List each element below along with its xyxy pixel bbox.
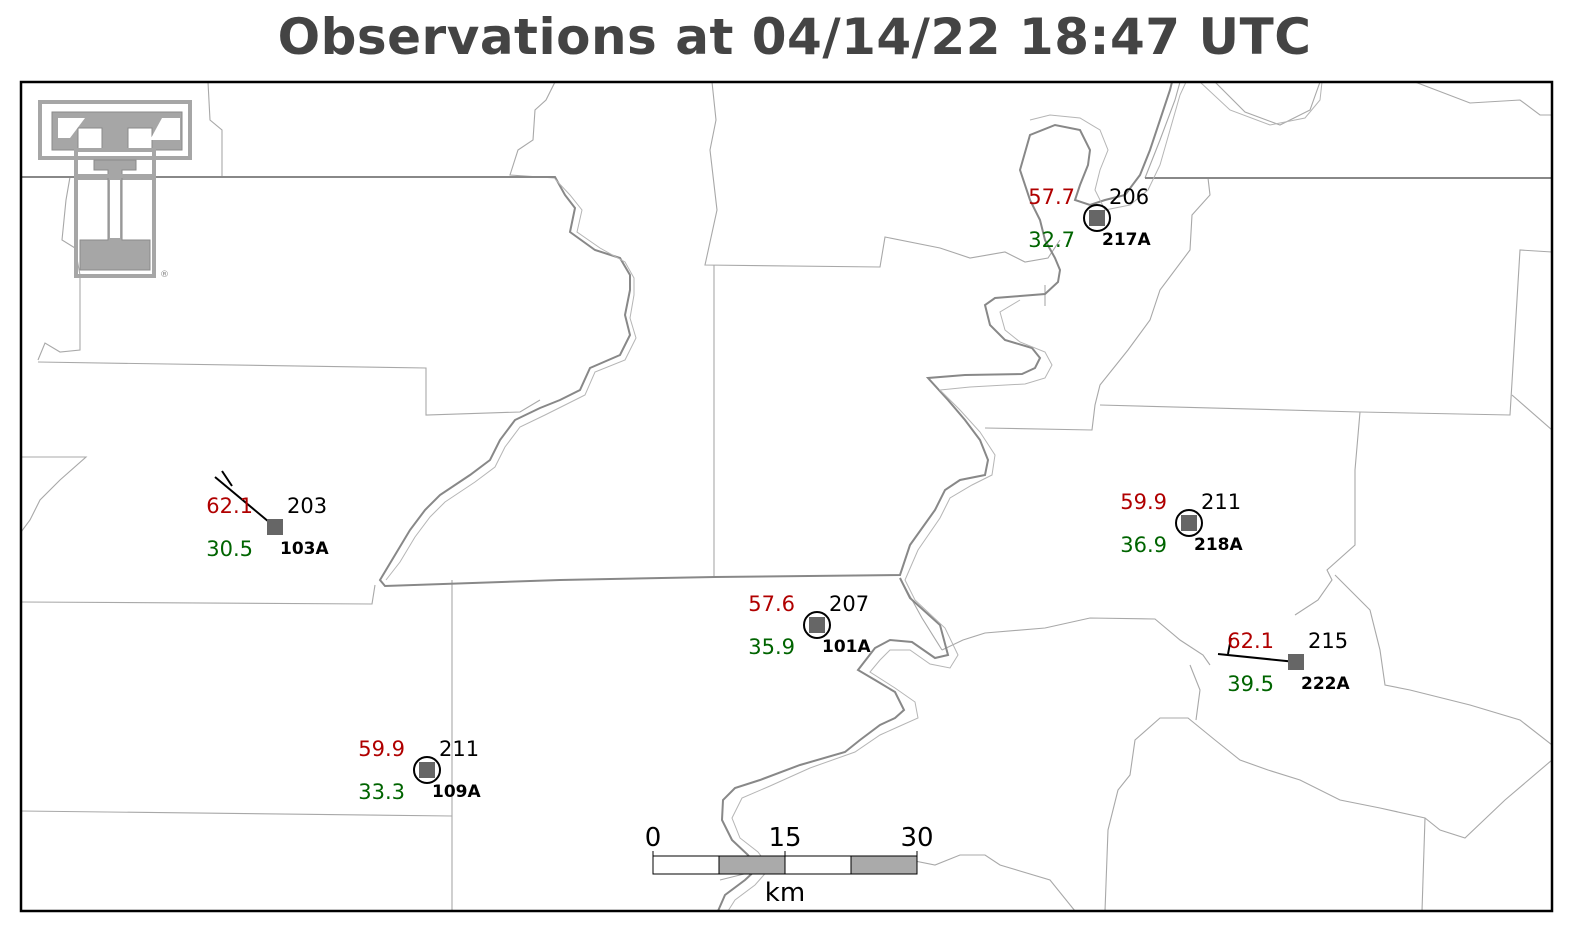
wind-barb-flag: [221, 470, 233, 487]
dewpoint-label: 33.3: [358, 780, 405, 804]
station-plot-103a: 62.1 203 30.5 103A: [206, 470, 329, 561]
pressure-label: 207: [829, 592, 869, 616]
station-marker: [1181, 515, 1197, 531]
pressure-label: 206: [1109, 185, 1149, 209]
temperature-label: 57.7: [1028, 185, 1075, 209]
station-marker: [1288, 654, 1304, 670]
station-id-label: 217A: [1102, 230, 1151, 250]
scale-label-15: 15: [768, 823, 801, 853]
temperature-label: 62.1: [206, 494, 253, 518]
temperature-label: 62.1: [1227, 629, 1274, 653]
dewpoint-label: 39.5: [1227, 672, 1274, 696]
scale-unit: km: [765, 878, 805, 908]
temperature-label: 59.9: [358, 737, 405, 761]
stations-layer: 62.1 203 30.5 103A 57.7 206 32.7 217A 59.9 211 36.…: [206, 185, 1350, 804]
station-id-label: 103A: [280, 539, 329, 559]
dewpoint-label: 32.7: [1028, 228, 1075, 252]
station-marker: [809, 617, 825, 633]
river-bank: [385, 82, 1323, 911]
station-plot-101a: 57.6 207 35.9 101A: [748, 592, 871, 659]
texas-tech-logo: ®: [38, 100, 192, 280]
calm-wind-circle: [803, 611, 831, 639]
calm-wind-circle: [1175, 509, 1203, 537]
map-frame: [19, 80, 1554, 913]
station-marker: [267, 519, 283, 535]
temperature-label: 59.9: [1120, 490, 1167, 514]
pressure-label: 215: [1308, 629, 1348, 653]
station-plot-218a: 59.9 211 36.9 218A: [1120, 490, 1243, 557]
dewpoint-label: 35.9: [748, 635, 795, 659]
wind-barb-staff: [1217, 653, 1297, 663]
wind-barb-flag: [1227, 637, 1232, 655]
station-plot-109a: 59.9 211 33.3 109A: [358, 737, 481, 804]
dewpoint-label: 36.9: [1120, 533, 1167, 557]
temperature-label: 57.6: [748, 592, 795, 616]
station-id-label: 218A: [1194, 535, 1243, 555]
map-title: Observations at 04/14/22 18:47 UTC: [277, 8, 1312, 66]
station-id-label: 222A: [1301, 674, 1350, 694]
station-id-label: 109A: [432, 782, 481, 802]
calm-wind-circle: [413, 756, 441, 784]
station-marker: [419, 762, 435, 778]
dewpoint-label: 30.5: [206, 537, 253, 561]
station-id-label: 101A: [822, 637, 871, 657]
pressure-label: 211: [1201, 490, 1241, 514]
pressure-label: 203: [287, 494, 327, 518]
scale-bar: 0 15 30 km: [645, 823, 934, 908]
station-plot-217a: 57.7 206 32.7 217A: [1028, 185, 1151, 252]
pressure-label: 211: [439, 737, 479, 761]
registered-mark: ®: [160, 270, 169, 280]
station-marker: [1089, 210, 1105, 226]
wind-barb-staff: [214, 476, 276, 528]
station-plot-222a: 62.1 215 39.5 222A: [1217, 629, 1350, 696]
state-boundaries: [21, 82, 1552, 911]
scale-label-0: 0: [645, 823, 662, 853]
calm-wind-circle: [1083, 204, 1111, 232]
scale-label-30: 30: [900, 823, 933, 853]
county-boundaries: [21, 82, 1552, 911]
